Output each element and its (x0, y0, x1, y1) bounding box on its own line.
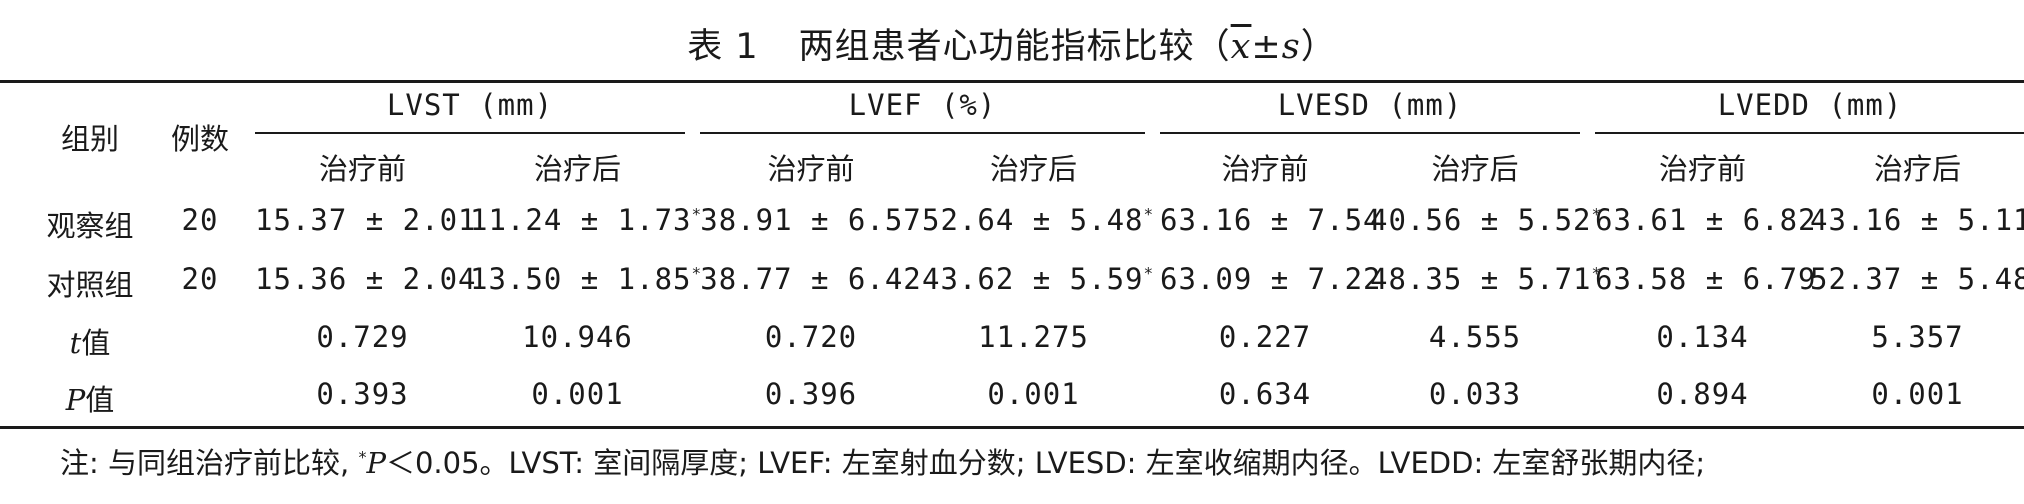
lvef-underline (700, 132, 1145, 134)
header-lvesd-after: 治疗后 (1431, 152, 1519, 186)
top-rule (0, 80, 2024, 83)
table-cell: 4.555 (1428, 320, 1522, 354)
row-observation-label: 观察组 (46, 209, 134, 243)
table-cell: 15.36 ± 2.04 (255, 262, 477, 296)
lvedd-underline (1595, 132, 2024, 134)
table-cell: 0.001 (987, 377, 1080, 411)
significance-mark: * (1591, 204, 1603, 224)
row-control-count: 20 (181, 262, 219, 296)
row-p-label: P值 (65, 383, 115, 417)
table-cell: 5.357 (1871, 320, 1964, 354)
table-cell: 0.033 (1428, 377, 1522, 411)
table-cell: 0.134 (1656, 320, 1749, 354)
table-cell: 13.50 ± 1.85* (470, 262, 703, 296)
plus-minus-symbol: ± (1251, 27, 1282, 67)
table-footnote: 注: 与同组治疗前比较, *P＜0.05。LVST: 室间隔厚度; LVEF: … (60, 446, 1706, 480)
header-lvedd-before: 治疗前 (1658, 152, 1746, 186)
table-caption: 两组患者心功能指标比较（ (798, 27, 1231, 67)
table-cell: 52.64 ± 5.48* (922, 203, 1155, 237)
sd-symbol: s (1281, 27, 1301, 67)
table-cell: 0.894 (1656, 377, 1749, 411)
significance-mark: * (1143, 263, 1155, 283)
header-lvesd: LVESD (mm) (1277, 88, 1463, 122)
row-t-label: t值 (69, 326, 111, 360)
table-cell: 52.37 ± 5.48* (1810, 262, 2024, 296)
table-cell: 43.16 ± 5.11* (1810, 203, 2024, 237)
header-lvedd: LVEDD (mm) (1717, 88, 1903, 122)
title-close-paren: ） (1300, 27, 1337, 67)
lvst-underline (255, 132, 685, 134)
header-lvesd-before: 治疗前 (1221, 152, 1309, 186)
table-cell: 63.16 ± 7.54 (1160, 203, 1382, 237)
table-cell: 0.393 (316, 377, 409, 411)
table-cell: 0.729 (316, 320, 409, 354)
header-lvedd-after: 治疗后 (1873, 152, 1961, 186)
footnote-star: * (358, 447, 367, 467)
table-cell: 38.77 ± 6.42 (700, 262, 922, 296)
table-number: 表 1 (687, 27, 759, 67)
table-cell: 11.275 (978, 320, 1089, 354)
header-count: 例数 (170, 122, 229, 156)
table-cell: 0.720 (764, 320, 858, 354)
header-lvef-before: 治疗前 (767, 152, 855, 186)
header-lvef: LVEF (%) (848, 88, 997, 122)
table-cell: 48.35 ± 5.71* (1370, 262, 1603, 296)
significance-mark: * (1143, 204, 1155, 224)
bottom-rule (0, 426, 2024, 429)
row-observation-count: 20 (181, 203, 219, 237)
table-cell: 63.58 ± 6.79 (1595, 262, 1817, 296)
header-group: 组别 (60, 122, 119, 156)
significance-mark: * (691, 204, 703, 224)
header-lvst-after: 治疗后 (533, 152, 621, 186)
lvesd-underline (1160, 132, 1580, 134)
mean-symbol: x (1230, 27, 1252, 67)
header-lvef-after: 治疗后 (989, 152, 1077, 186)
table-cell: 0.634 (1218, 377, 1312, 411)
table-cell: 43.62 ± 5.59* (922, 262, 1155, 296)
table-cell: 0.001 (1871, 377, 1964, 411)
table-cell: 0.396 (764, 377, 858, 411)
table-cell: 63.09 ± 7.22 (1160, 262, 1382, 296)
table-cell: 0.227 (1218, 320, 1312, 354)
table-cell: 10.946 (522, 320, 633, 354)
row-control-label: 对照组 (46, 268, 134, 302)
significance-mark: * (691, 263, 703, 283)
table-cell: 0.001 (531, 377, 624, 411)
table-cell: 63.61 ± 6.82 (1595, 203, 1817, 237)
table-cell: 11.24 ± 1.73* (470, 203, 703, 237)
table-title: 表 1 两组患者心功能指标比较（x±s） (0, 18, 2024, 69)
table-cell: 40.56 ± 5.52* (1370, 203, 1603, 237)
header-lvst: LVST (mm) (386, 88, 554, 122)
table-cell: 38.91 ± 6.57 (700, 203, 922, 237)
header-lvst-before: 治疗前 (318, 152, 406, 186)
significance-mark: * (1591, 263, 1603, 283)
table-cell: 15.37 ± 2.01 (255, 203, 477, 237)
